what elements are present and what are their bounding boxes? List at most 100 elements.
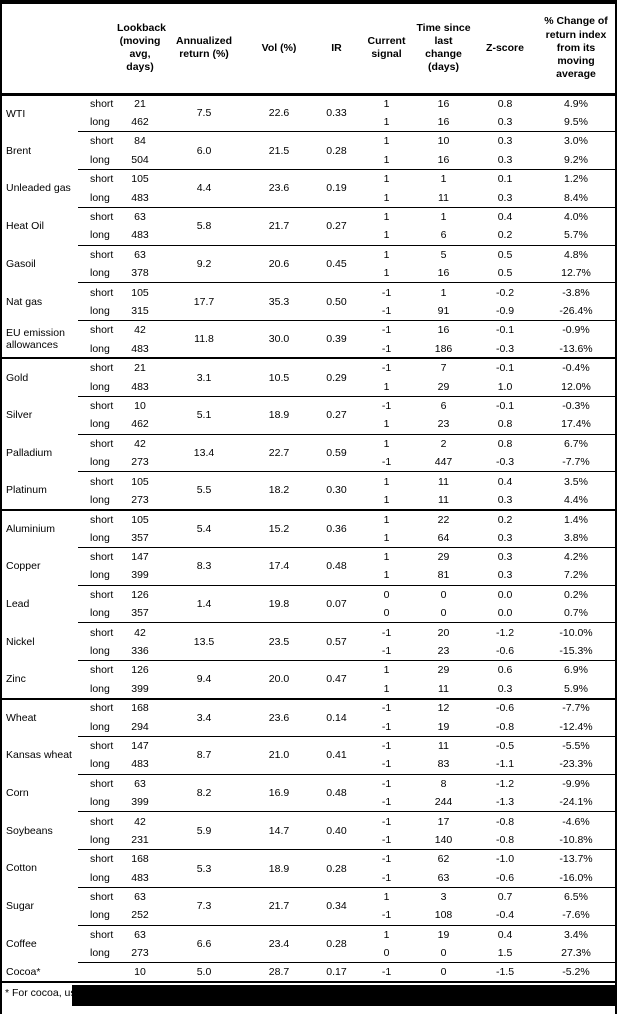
z-score-cell: -0.6 (495, 645, 515, 658)
pct-change-cell: -26.4% (559, 304, 593, 317)
z-score-cell: 1.0 (497, 380, 513, 393)
table-header: Lookback (moving avg, days) Annualized r… (2, 4, 615, 96)
annualized-return-cell: 9.2 (164, 244, 244, 283)
signal-cell: 1 (383, 191, 390, 204)
annualized-return-cell: 8.7 (164, 735, 244, 775)
z-score-cell: -1.5 (473, 962, 537, 983)
annualized-return-cell: 4.4 (164, 169, 244, 208)
vol-cell: 30.0 (244, 320, 314, 359)
days-since-change-cell: 1 (414, 169, 473, 189)
commodity-row: Corn short 63 8.2 16.9 0.48 -1 8 -1.2 -9.9% (2, 773, 615, 812)
days-since-change-cell: 11 (438, 493, 449, 506)
annualized-return-cell: 5.9 (164, 811, 244, 850)
commodity-row: long 273 0 0 1.5 27.3% (2, 944, 615, 963)
commodity-row: Zinc short 126 9.4 20.0 0.47 1 29 0.6 6.9% (2, 660, 615, 699)
days-since-change-cell: 186 (434, 342, 453, 355)
header-vol: Vol (%) (244, 4, 314, 96)
horizon-cell: long (90, 682, 110, 695)
z-score-cell: -0.9 (495, 304, 515, 317)
horizon-cell: short (78, 546, 116, 567)
z-score-cell: -0.3 (495, 342, 515, 355)
signal-cell: 1 (383, 569, 390, 582)
pct-change-cell: -16.0% (559, 871, 593, 884)
horizon-cell: short (90, 98, 114, 111)
annualized-return-cell: 7.5 (196, 107, 212, 120)
commodity-row: long 483 1 29 1.0 12.0% (2, 377, 615, 396)
pct-change-cell: 27.3% (561, 947, 591, 960)
signal-cell: 1 (359, 244, 414, 265)
signal-cell: 1 (359, 131, 414, 151)
lookback-cell: 10 (116, 962, 164, 983)
horizon-cell: short (78, 660, 116, 680)
z-score-cell: -0.6 (473, 697, 537, 718)
signal-cell: -1 (359, 357, 414, 378)
pct-change-cell: -7.6% (562, 909, 590, 922)
signal-cell: 0 (359, 584, 414, 605)
horizon-cell: short (78, 433, 116, 453)
ir-cell: 0.39 (314, 320, 359, 359)
pct-change-cell: -0.9% (537, 320, 615, 340)
horizon-cell: long (90, 116, 110, 129)
commodity-row: Brent short 84 6.0 21.5 0.28 1 10 0.3 3.0% (2, 131, 615, 170)
annualized-return-cell: 17.7 (164, 282, 244, 321)
pct-change-cell: -0.4% (537, 357, 615, 378)
ir-cell: 0.48 (314, 773, 359, 812)
pct-change-cell: 4.9% (564, 98, 588, 111)
days-since-change-cell: 2 (414, 433, 473, 453)
days-since-change-cell: 62 (414, 849, 473, 869)
z-score-cell: 0.4 (473, 924, 537, 945)
lookback-cell: 357 (131, 607, 149, 620)
days-since-change-cell: 0 (414, 962, 473, 983)
lookback-cell: 21 (116, 357, 164, 378)
horizon-cell: long (90, 569, 110, 582)
commodity-row: long 483 -1 63 -0.6 -16.0% (2, 869, 615, 888)
lookback-cell: 273 (131, 493, 149, 506)
vol-cell: 20.0 (244, 660, 314, 699)
z-score-cell: 0.4 (473, 471, 537, 491)
commodity-row: Aluminium short 105 5.4 15.2 0.36 1 22 0.2 1.4% (2, 508, 615, 548)
days-since-change-cell: 12 (414, 697, 473, 718)
days-since-change-cell: 91 (437, 304, 450, 317)
commodity-row: Coffee short 63 6.6 23.4 0.28 1 19 0.4 3.4% (2, 924, 615, 963)
z-score-cell: -0.1 (473, 395, 537, 416)
pct-change-cell: -7.7% (562, 456, 590, 469)
days-since-change-cell: 11 (414, 471, 473, 491)
annualized-return-cell: 11.8 (164, 320, 244, 359)
pct-change-cell: -23.3% (559, 758, 593, 771)
signal-cell: 1 (383, 98, 390, 111)
ir-cell: 0.30 (314, 471, 359, 510)
days-since-change-cell: 140 (434, 833, 453, 846)
signal-cell: -1 (359, 622, 414, 642)
commodity-name-cell: Unleaded gas (6, 182, 71, 195)
signal-cell: -1 (359, 735, 414, 756)
annualized-return-cell: 5.5 (164, 471, 244, 510)
commodity-row: long 399 -1 244 -1.3 -24.1% (2, 793, 615, 812)
pct-change-cell: 6.5% (537, 886, 615, 907)
horizon-cell: long (90, 796, 110, 809)
ir-cell: 0.28 (314, 131, 359, 170)
horizon-cell: long (90, 456, 110, 469)
annualized-return-cell: 8.2 (164, 773, 244, 812)
days-since-change-cell: 23 (437, 645, 450, 658)
signal-cell: -1 (359, 697, 414, 718)
z-score-cell: 0.0 (497, 607, 513, 620)
days-since-change-cell: 16 (437, 153, 450, 166)
ir-cell: 0.45 (314, 244, 359, 283)
horizon-cell: long (90, 947, 110, 960)
horizon-cell: long (90, 267, 110, 280)
z-score-cell: -1.2 (473, 622, 537, 642)
days-since-change-cell: 19 (414, 924, 473, 945)
commodity-row: Nickel short 42 13.5 23.5 0.57 -1 20 -1.2 -10.0% (2, 622, 615, 661)
lookback-cell: 63 (116, 886, 164, 907)
vol-cell: 22.6 (268, 107, 290, 120)
vol-cell: 21.7 (244, 886, 314, 926)
commodity-name-cell: Platinum (6, 484, 47, 497)
signal-cell: 0 (383, 607, 390, 620)
z-score-cell: 0.2 (497, 229, 513, 242)
horizon-cell: short (78, 508, 116, 529)
signal-cell: -1 (381, 456, 392, 469)
ir-cell: 0.28 (314, 924, 359, 963)
pct-change-cell: 9.5% (564, 116, 588, 129)
days-since-change-cell: 29 (414, 660, 473, 680)
horizon-cell: long (90, 229, 110, 242)
